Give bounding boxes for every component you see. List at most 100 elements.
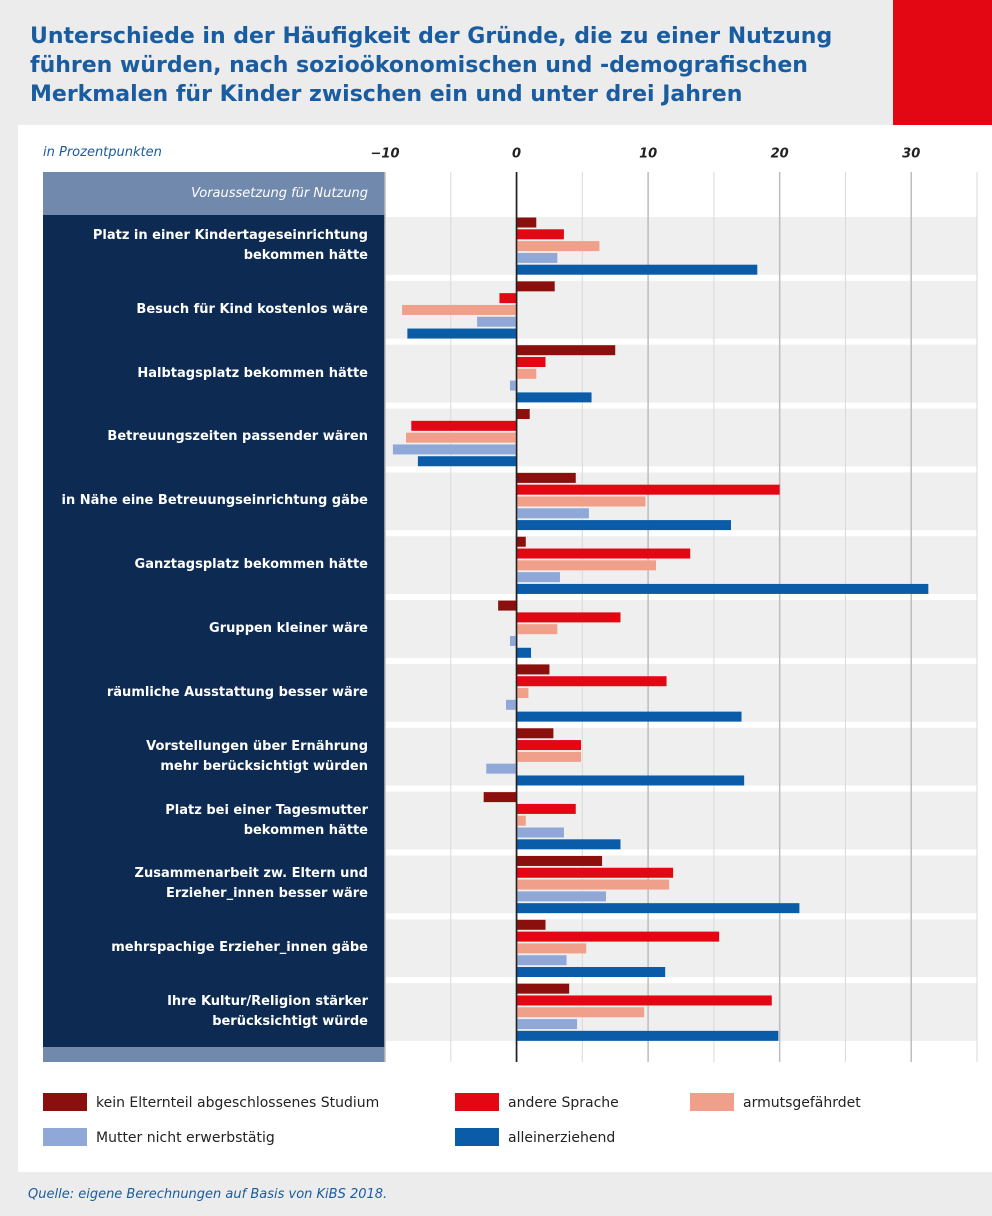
x-tick-label: 20 bbox=[771, 147, 789, 162]
bar bbox=[516, 560, 657, 571]
bar bbox=[516, 711, 742, 722]
bar bbox=[516, 612, 621, 623]
bar bbox=[516, 879, 670, 890]
row-band bbox=[385, 344, 977, 403]
bar bbox=[516, 839, 621, 850]
category-label: Besuch für Kind kostenlos wäre bbox=[136, 301, 368, 317]
bar bbox=[516, 943, 587, 954]
bar bbox=[516, 867, 674, 878]
category-label: Platz in einer Kindertageseinrichtung be… bbox=[92, 227, 368, 263]
chart-title: Unterschiede in der Häufigkeit der Gründ… bbox=[30, 24, 833, 107]
bar bbox=[483, 792, 517, 803]
bar bbox=[499, 293, 517, 304]
category-label: in Nähe eine Betreuungseinrichtung gäbe bbox=[61, 493, 368, 509]
bar bbox=[516, 775, 745, 786]
bar bbox=[477, 316, 517, 327]
brand-block bbox=[893, 0, 992, 125]
bar bbox=[516, 751, 582, 762]
x-tick-label: −10 bbox=[371, 147, 400, 162]
bar bbox=[516, 955, 567, 966]
bar bbox=[516, 264, 758, 275]
bar bbox=[516, 1007, 645, 1018]
bar bbox=[411, 420, 517, 431]
bar bbox=[516, 252, 558, 263]
bar bbox=[516, 855, 603, 866]
bar bbox=[516, 827, 564, 838]
legend-label: alleinerziehend bbox=[508, 1130, 615, 1146]
legend-label: kein Elternteil abgeschlossenes Studium bbox=[96, 1095, 379, 1111]
bar bbox=[417, 456, 517, 467]
category-label: mehrspachige Erzieher_innen gäbe bbox=[111, 940, 368, 956]
bar bbox=[516, 281, 555, 292]
x-tick-label: 10 bbox=[639, 147, 657, 162]
bar bbox=[516, 664, 550, 675]
bar bbox=[516, 484, 780, 495]
bar bbox=[498, 600, 517, 611]
bar bbox=[516, 572, 560, 583]
category-label: Betreuungszeiten passender wären bbox=[107, 429, 368, 445]
bar bbox=[486, 763, 517, 774]
category-label: Vorstellungen über Ernährung mehr berück… bbox=[146, 738, 368, 774]
bar bbox=[516, 740, 582, 751]
x-tick-label: 0 bbox=[512, 147, 521, 162]
bar bbox=[516, 229, 564, 240]
label-header bbox=[43, 172, 385, 215]
legend-swatch bbox=[455, 1128, 499, 1146]
bar bbox=[407, 328, 517, 339]
bar bbox=[516, 647, 532, 658]
bar bbox=[392, 444, 517, 455]
bar bbox=[516, 931, 720, 942]
bar bbox=[516, 967, 666, 978]
bar bbox=[516, 919, 546, 930]
category-label: Ihre Kultur/Religion stärker berücksicht… bbox=[167, 994, 368, 1030]
bar bbox=[516, 508, 589, 519]
legend-label: andere Sprache bbox=[508, 1095, 619, 1111]
bar bbox=[516, 548, 691, 559]
bar bbox=[516, 356, 546, 367]
bar bbox=[516, 891, 607, 902]
axis-label: in Prozentpunkten bbox=[43, 145, 162, 160]
row-band bbox=[385, 919, 977, 978]
bar bbox=[516, 520, 731, 531]
row-band bbox=[385, 791, 977, 850]
row-band bbox=[385, 600, 977, 658]
bar bbox=[402, 304, 517, 315]
bar bbox=[406, 432, 517, 443]
bar bbox=[516, 472, 576, 483]
source: Quelle: eigene Berechnungen auf Basis vo… bbox=[28, 1187, 388, 1202]
bar bbox=[516, 815, 526, 826]
legend-label: Mutter nicht erwerbstätig bbox=[96, 1130, 275, 1146]
bar bbox=[516, 903, 800, 914]
bar bbox=[516, 217, 537, 228]
bar bbox=[509, 380, 517, 391]
category-label: Ganztagsplatz bekommen hätte bbox=[134, 557, 368, 573]
category-label: Gruppen kleiner wäre bbox=[209, 620, 368, 636]
bar bbox=[516, 241, 600, 252]
bar bbox=[516, 983, 570, 994]
category-header: Voraussetzung für Nutzung bbox=[191, 186, 368, 201]
legend-swatch bbox=[455, 1093, 499, 1111]
legend-swatch bbox=[43, 1093, 87, 1111]
bar bbox=[506, 699, 517, 710]
category-label: Platz bei einer Tagesmutter bekommen hät… bbox=[165, 802, 368, 838]
bar bbox=[516, 392, 592, 403]
legend-label: armutsgefährdet bbox=[743, 1095, 861, 1111]
bar bbox=[516, 995, 772, 1006]
bar bbox=[516, 368, 537, 379]
bar bbox=[509, 635, 517, 646]
x-tick-label: 30 bbox=[902, 147, 920, 162]
bar bbox=[516, 409, 530, 420]
category-label: Zusammenarbeit zw. Eltern und Erzieher_i… bbox=[134, 866, 368, 902]
bar bbox=[516, 803, 576, 814]
bar bbox=[516, 583, 929, 594]
bar bbox=[516, 624, 558, 635]
bar bbox=[516, 536, 526, 547]
bar bbox=[516, 345, 616, 356]
bar bbox=[516, 688, 529, 699]
legend-swatch bbox=[690, 1093, 734, 1111]
bar bbox=[516, 1030, 779, 1041]
legend-swatch bbox=[43, 1128, 87, 1146]
category-label: Halbtagsplatz bekommen hätte bbox=[137, 365, 368, 381]
